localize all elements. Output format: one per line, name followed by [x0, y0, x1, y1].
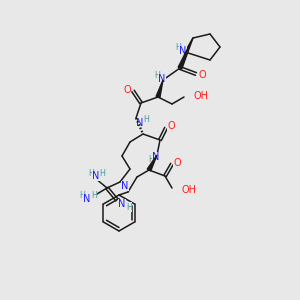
Text: N: N	[152, 152, 160, 162]
Text: H: H	[79, 191, 85, 200]
Text: OH: OH	[193, 91, 208, 101]
Text: H: H	[143, 115, 149, 124]
Text: O: O	[123, 85, 131, 95]
Text: O: O	[167, 121, 175, 131]
Text: H: H	[148, 155, 154, 164]
Polygon shape	[178, 38, 193, 69]
Text: H: H	[91, 191, 97, 200]
Text: H: H	[154, 71, 160, 80]
Text: N: N	[118, 199, 126, 209]
Text: N: N	[92, 171, 100, 181]
Polygon shape	[156, 80, 163, 98]
Text: H: H	[99, 169, 105, 178]
Text: H: H	[175, 44, 181, 52]
Text: N: N	[136, 118, 144, 128]
Text: N: N	[158, 74, 166, 84]
Text: H: H	[126, 202, 132, 211]
Text: N: N	[179, 46, 187, 56]
Text: O: O	[173, 158, 181, 168]
Text: N: N	[121, 181, 129, 191]
Polygon shape	[147, 155, 157, 171]
Text: N: N	[83, 194, 91, 204]
Text: H: H	[88, 169, 94, 178]
Text: O: O	[198, 70, 206, 80]
Text: OH: OH	[181, 185, 196, 195]
